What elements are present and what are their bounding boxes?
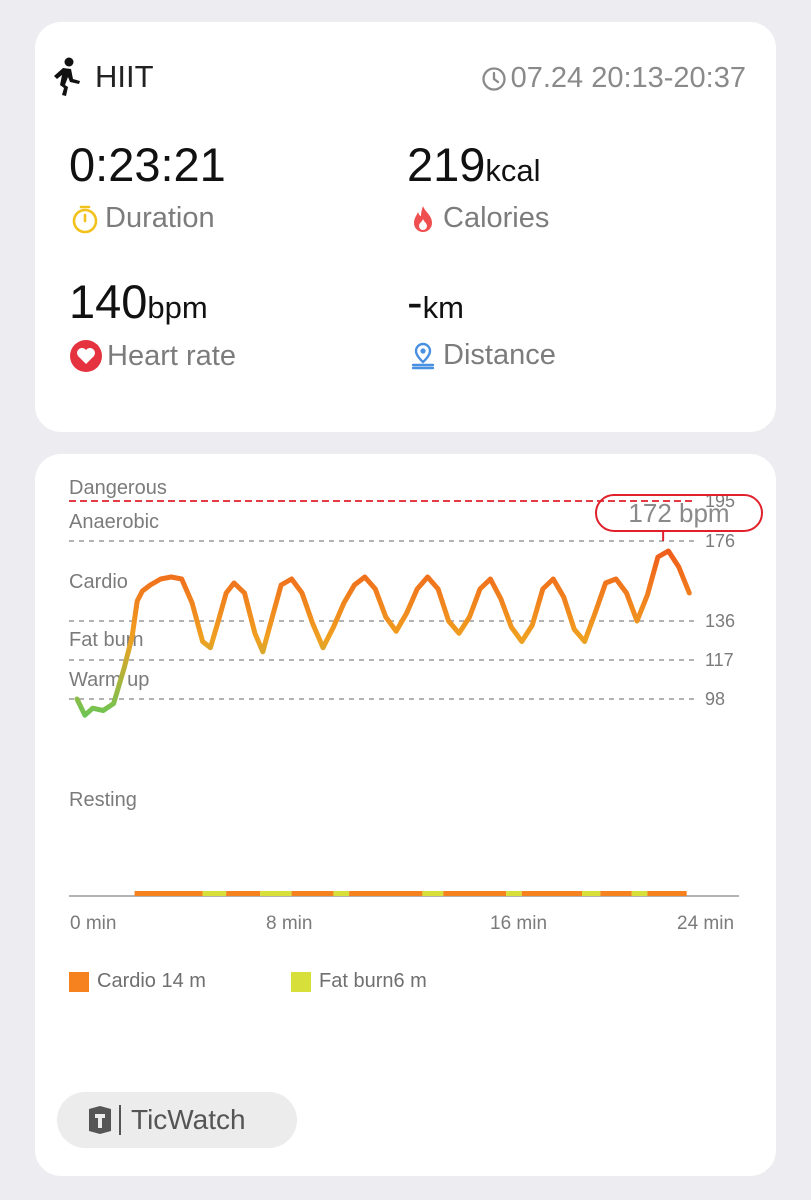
workout-time: 07.24 20:13-20:37	[481, 62, 746, 95]
activity-header: HIIT	[49, 57, 154, 97]
zone-bar-segment	[260, 891, 292, 896]
zone-bar-segment	[349, 891, 423, 896]
zone-bar-segment	[134, 891, 203, 896]
x-tick-label: 8 min	[266, 913, 312, 934]
zone-bar-segment	[631, 891, 648, 896]
zone-label-dangerous: Dangerous	[69, 477, 167, 499]
activity-name: HIIT	[95, 59, 154, 94]
zone-bar-segment	[226, 891, 261, 896]
heart-rate-chart: 195Dangerous176Anaerobic136Cardio117Fat …	[69, 477, 763, 934]
heart-icon	[70, 340, 102, 372]
zone-bar-segment	[202, 891, 227, 896]
heart-rate-metric: 140bpm Heart rate	[69, 274, 236, 373]
peak-callout	[595, 494, 763, 532]
running-person-icon	[54, 57, 80, 96]
heart-rate-chart-card: 195 Dangerous 176 Anaerobic 136 Cardio 117 Fat …	[35, 454, 776, 1176]
zone-label-resting: Resting	[69, 789, 137, 811]
duration-metric: 0:23:21 Duration	[69, 137, 226, 235]
zone-bar-segment	[291, 891, 334, 896]
duration-label: Duration	[105, 202, 215, 234]
x-tick-label: 0 min	[70, 913, 116, 934]
zone-label-cardio: Cardio	[69, 571, 128, 593]
device-name: TicWatch	[131, 1104, 246, 1135]
legend-item-fat-burn: Fat burn6 m	[291, 970, 427, 993]
heart-rate-series-line	[74, 548, 692, 718]
zone-value-anaerobic: 176	[705, 531, 735, 551]
x-tick-label: 24 min	[677, 913, 734, 934]
workout-summary-card: HIIT 07.24 20:13-20:37 0:23:21 Duration …	[35, 22, 776, 432]
zone-bar-segment	[506, 891, 522, 896]
legend-swatch-cardio	[69, 971, 89, 992]
zone-bar-segment	[647, 891, 687, 896]
heart-rate-label: Heart rate	[107, 339, 236, 372]
x-tick-label: 16 min	[490, 913, 547, 934]
heart-rate-value: 140bpm	[69, 275, 208, 328]
calories-value: 219kcal	[407, 138, 541, 191]
calories-label: Calories	[443, 202, 550, 234]
zone-bar-segment	[521, 891, 583, 896]
zone-value-cardio: 136	[705, 611, 735, 631]
zone-bar-segment	[422, 891, 444, 896]
zone-label-warm-up: Warm up	[69, 669, 149, 691]
clock-icon	[481, 66, 506, 91]
legend-label-fat-burn: Fat burn6 m	[319, 970, 427, 992]
calories-metric: 219kcal Calories	[407, 137, 549, 235]
duration-value: 0:23:21	[69, 138, 226, 191]
zone-label-fat-burn: Fat burn	[69, 629, 143, 651]
stopwatch-icon	[72, 205, 98, 233]
peak-label: 172 bpm	[628, 498, 729, 528]
zone-value-fat-burn: 117	[705, 650, 734, 670]
device-separator	[119, 1105, 121, 1135]
flame-icon	[414, 205, 432, 232]
time-range: 07.24 20:13-20:37	[510, 62, 746, 94]
distance-metric: -km Distance	[407, 274, 556, 372]
zone-bar-segment	[582, 891, 601, 896]
distance-value: -km	[407, 275, 464, 328]
zone-value-warm-up: 98	[705, 689, 725, 709]
zone-bar-segment	[443, 891, 507, 896]
distance-label: Distance	[443, 339, 556, 371]
zone-bar-segment	[333, 891, 350, 896]
zone-bar-segment	[600, 891, 632, 896]
device-badge[interactable]: TicWatch	[57, 1092, 297, 1148]
legend-item-cardio: Cardio 14 m	[69, 970, 206, 993]
ticwatch-logo-icon	[89, 1106, 111, 1134]
location-pin-icon	[411, 342, 435, 369]
legend-label-cardio: Cardio 14 m	[97, 970, 206, 992]
zone-label-anaerobic: Anaerobic	[69, 511, 159, 533]
legend-swatch-fat-burn	[291, 971, 311, 992]
